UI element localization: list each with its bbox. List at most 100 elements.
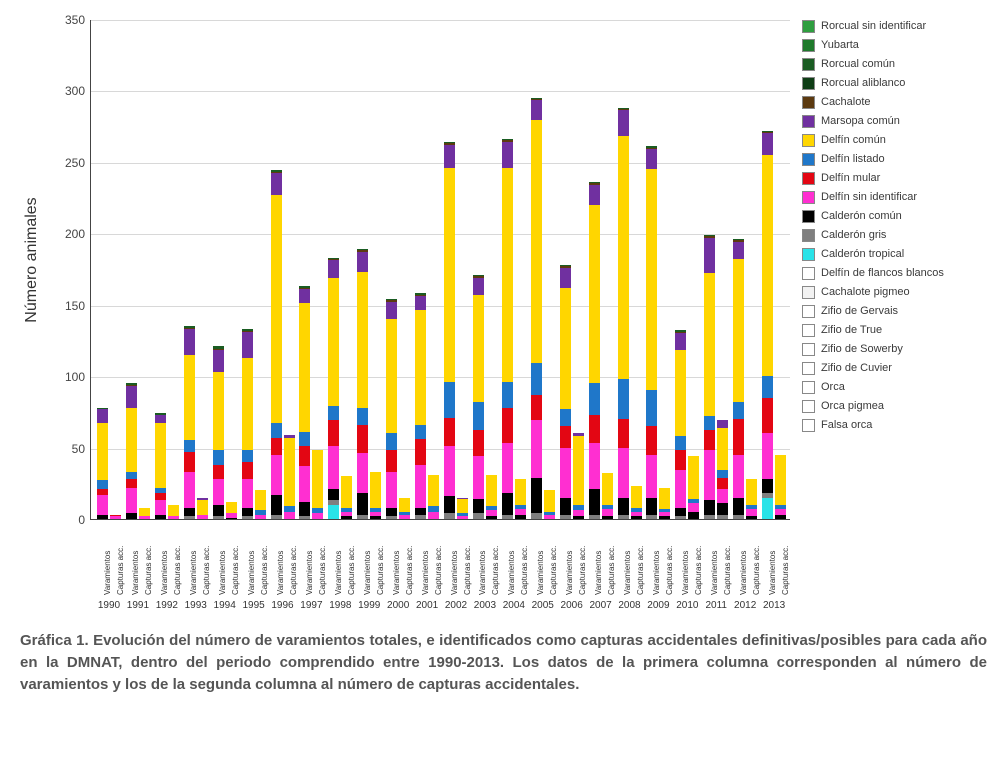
bar-segment bbox=[415, 465, 426, 508]
x-tick-col-label: Varamientos bbox=[247, 515, 256, 595]
bar-segment bbox=[213, 450, 224, 464]
bar-segment bbox=[399, 498, 410, 512]
bar-segment bbox=[473, 295, 484, 402]
x-tick-year: 2007 bbox=[589, 600, 613, 611]
bar-segment bbox=[762, 133, 773, 154]
x-tick-col-label: Varamientos bbox=[739, 515, 748, 595]
bar-segment bbox=[473, 402, 484, 431]
bar-segment bbox=[155, 500, 166, 514]
bar-segment bbox=[197, 500, 208, 514]
legend-swatch bbox=[802, 343, 815, 356]
legend-item: Calderón gris bbox=[802, 229, 987, 242]
bar-varamientos bbox=[184, 326, 195, 519]
x-tick-col-label: Varamientos bbox=[565, 515, 574, 595]
bar-segment bbox=[704, 238, 715, 274]
bar-segment bbox=[646, 169, 657, 390]
legend-label: Zifio de Gervais bbox=[821, 305, 898, 317]
x-tick-col-label: Capturas acc. bbox=[520, 515, 529, 595]
legend-label: Zifio de Cuvier bbox=[821, 362, 892, 374]
bar-segment bbox=[341, 476, 352, 507]
bar-varamientos bbox=[502, 139, 513, 519]
x-tick-col-label: Varamientos bbox=[363, 515, 372, 595]
gridline bbox=[91, 163, 790, 164]
chart-area: Número animales 050100150200250300350Var… bbox=[20, 10, 987, 600]
bar-varamientos bbox=[589, 182, 600, 519]
bar-segment bbox=[386, 302, 397, 319]
x-tick-col-label: Capturas acc. bbox=[578, 515, 587, 595]
bar-segment bbox=[357, 272, 368, 408]
bar-segment bbox=[473, 278, 484, 295]
legend: Rorcual sin identificar Yubarta Rorcual co… bbox=[802, 20, 987, 438]
bar-segment bbox=[675, 333, 686, 350]
legend-label: Calderón gris bbox=[821, 229, 886, 241]
x-tick-col-label: Capturas acc. bbox=[405, 515, 414, 595]
bar-capturas bbox=[717, 420, 728, 519]
legend-swatch bbox=[802, 153, 815, 166]
bar-segment bbox=[457, 499, 468, 513]
x-tick-year: 1998 bbox=[328, 600, 352, 611]
bar-segment bbox=[328, 278, 339, 407]
bar-segment bbox=[544, 490, 555, 511]
legend-swatch bbox=[802, 324, 815, 337]
bar-capturas bbox=[573, 433, 584, 519]
legend-item: Zifio de Cuvier bbox=[802, 362, 987, 375]
bar-segment bbox=[531, 478, 542, 514]
legend-label: Delfín listado bbox=[821, 153, 885, 165]
bar-segment bbox=[444, 382, 455, 418]
bar-segment bbox=[762, 479, 773, 493]
bar-segment bbox=[444, 446, 455, 496]
bar-varamientos bbox=[386, 299, 397, 519]
bar-segment bbox=[717, 470, 728, 477]
bar-varamientos bbox=[733, 239, 744, 519]
legend-item: Orca bbox=[802, 381, 987, 394]
bar-segment bbox=[357, 425, 368, 454]
bar-segment bbox=[271, 423, 282, 437]
bar-segment bbox=[328, 260, 339, 277]
legend-label: Rorcual sin identificar bbox=[821, 20, 926, 32]
x-tick-col-label: Varamientos bbox=[768, 515, 777, 595]
bar-segment bbox=[184, 329, 195, 355]
bar-segment bbox=[762, 376, 773, 397]
bar-varamientos bbox=[415, 293, 426, 519]
legend-label: Rorcual común bbox=[821, 58, 895, 70]
x-tick-year: 1999 bbox=[357, 600, 381, 611]
bar-segment bbox=[328, 489, 339, 500]
bar-segment bbox=[312, 450, 323, 507]
legend-swatch bbox=[802, 362, 815, 375]
x-tick-col-label: Varamientos bbox=[478, 515, 487, 595]
legend-swatch bbox=[802, 286, 815, 299]
bar-segment bbox=[762, 398, 773, 434]
bar-varamientos bbox=[560, 265, 571, 519]
bar-segment bbox=[733, 419, 744, 455]
bar-varamientos bbox=[126, 383, 137, 519]
bar-segment bbox=[357, 252, 368, 272]
legend-swatch bbox=[802, 267, 815, 280]
x-tick-year: 1995 bbox=[242, 600, 266, 611]
x-tick-col-label: Varamientos bbox=[276, 515, 285, 595]
legend-label: Cachalote bbox=[821, 96, 871, 108]
bar-segment bbox=[688, 503, 699, 512]
x-tick-year: 2010 bbox=[675, 600, 699, 611]
bar-segment bbox=[675, 350, 686, 436]
bar-segment bbox=[704, 416, 715, 430]
bar-segment bbox=[415, 439, 426, 465]
bar-varamientos bbox=[299, 286, 310, 519]
legend-item: Yubarta bbox=[802, 39, 987, 52]
bar-segment bbox=[531, 120, 542, 363]
legend-swatch bbox=[802, 134, 815, 147]
legend-label: Delfín sin identificar bbox=[821, 191, 917, 203]
x-tick-col-label: Capturas acc. bbox=[607, 515, 616, 595]
x-tick-col-label: Capturas acc. bbox=[723, 515, 732, 595]
bar-segment bbox=[502, 382, 513, 408]
legend-item: Rorcual sin identificar bbox=[802, 20, 987, 33]
bar-varamientos bbox=[444, 142, 455, 519]
bar-segment bbox=[271, 438, 282, 455]
bar-varamientos bbox=[328, 258, 339, 519]
x-tick-col-label: Varamientos bbox=[623, 515, 632, 595]
x-tick-col-label: Capturas acc. bbox=[289, 515, 298, 595]
bar-segment bbox=[299, 466, 310, 502]
legend-item: Delfín mular bbox=[802, 172, 987, 185]
x-tick-year: 2005 bbox=[531, 600, 555, 611]
y-tick-label: 100 bbox=[65, 370, 85, 384]
bar-segment bbox=[97, 480, 108, 489]
